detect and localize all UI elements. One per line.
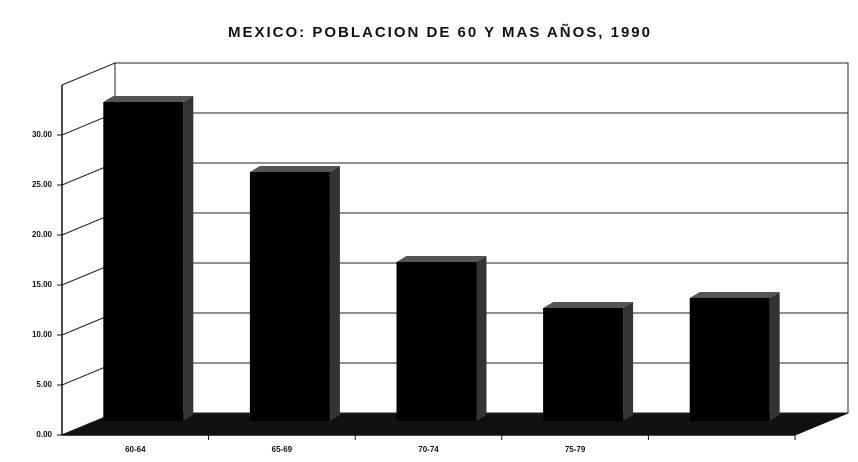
bar-side [476,256,487,421]
x-tick-label: 60-64 [125,445,146,454]
y-tick-label: 20.00 [32,230,53,239]
x-tick-label: 65-69 [272,445,293,454]
y-tick-label: 5.00 [36,380,52,389]
bar-top [689,292,780,298]
bar [249,172,330,421]
chart-title: MEXICO: POBLACION DE 60 Y MAS AÑOS, 1990 [228,23,652,41]
bar-side [623,302,634,421]
y-tick-label: 0.00 [36,430,52,439]
y-tick-label: 30.00 [32,130,53,139]
bar-side [183,96,194,421]
x-tick-label: 70-74 [418,445,439,454]
bar-top [103,96,194,102]
bar-side [769,292,780,421]
y-tick-label: 10.00 [32,330,53,339]
bar-top [396,256,487,262]
bar [543,308,624,421]
bar [396,262,477,421]
y-tick-label: 15.00 [32,280,53,289]
y-tick-label: 25.00 [32,180,53,189]
bar-top [543,302,634,308]
bar [689,298,770,421]
x-tick-label: 75-79 [565,445,586,454]
bar [103,102,184,421]
bar-side [329,166,340,421]
bar-top [249,166,340,172]
